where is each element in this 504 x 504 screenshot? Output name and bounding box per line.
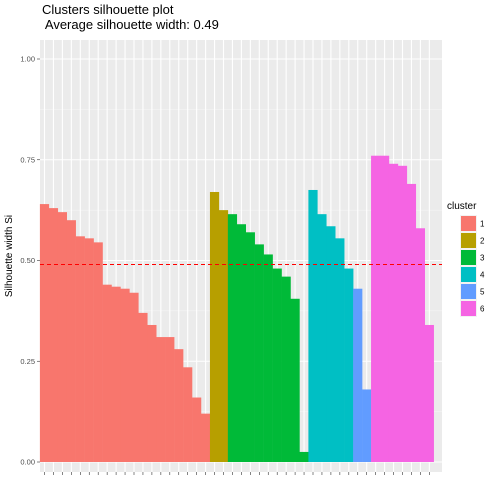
y-tick-label: 0.50 <box>20 256 35 265</box>
bar-cluster-3 <box>237 224 246 462</box>
legend-label-1: 1 <box>480 220 485 229</box>
bar-cluster-1 <box>103 285 112 462</box>
legend-label-2: 2 <box>480 237 485 246</box>
bar-cluster-6 <box>416 228 425 462</box>
bar-cluster-4 <box>308 190 317 462</box>
legend-label-5: 5 <box>480 288 485 297</box>
bar-cluster-1 <box>58 212 67 462</box>
legend-swatch-5 <box>461 284 476 299</box>
bar-cluster-3 <box>291 299 300 462</box>
bar-cluster-1 <box>112 287 121 462</box>
bar-cluster-1 <box>147 325 156 462</box>
bar-cluster-3 <box>255 244 264 462</box>
bar-cluster-1 <box>156 337 165 462</box>
bar-cluster-6 <box>407 184 416 462</box>
bar-cluster-3 <box>299 452 308 462</box>
bar-cluster-1 <box>192 398 201 462</box>
bar-cluster-1 <box>67 220 76 462</box>
legend-swatch-6 <box>461 301 476 316</box>
bar-cluster-4 <box>317 214 326 462</box>
bar-cluster-4 <box>326 226 335 462</box>
bar-cluster-6 <box>380 156 389 462</box>
legend-title: cluster <box>447 201 477 212</box>
legend-label-6: 6 <box>480 305 485 314</box>
bar-cluster-1 <box>120 289 129 462</box>
bar-cluster-3 <box>264 254 273 462</box>
legend-label-4: 4 <box>480 271 485 280</box>
bar-cluster-1 <box>183 367 192 462</box>
chart-title: Clusters silhouette plot <box>42 2 174 17</box>
bar-cluster-6 <box>371 156 380 462</box>
bar-cluster-6 <box>425 325 434 462</box>
chart-subtitle: Average silhouette width: 0.49 <box>42 17 219 32</box>
bar-cluster-1 <box>94 242 103 462</box>
bar-cluster-1 <box>40 204 49 462</box>
y-tick-label: 0.00 <box>20 458 35 467</box>
y-tick-label: 0.75 <box>20 155 35 164</box>
bar-cluster-5 <box>353 289 362 462</box>
bar-cluster-1 <box>201 414 210 462</box>
bar-cluster-1 <box>165 337 174 462</box>
bar-cluster-3 <box>273 269 282 462</box>
legend-swatch-3 <box>461 250 476 265</box>
y-tick-label: 0.25 <box>20 357 35 366</box>
legend-swatch-4 <box>461 267 476 282</box>
y-tick-label: 1.00 <box>20 55 35 64</box>
bar-cluster-3 <box>246 232 255 462</box>
bar-cluster-2 <box>219 210 228 462</box>
y-axis-title: Silhouette width Si <box>4 215 15 297</box>
bar-cluster-1 <box>85 238 94 462</box>
legend-swatch-1 <box>461 216 476 231</box>
bar-cluster-1 <box>49 208 58 462</box>
bar-cluster-1 <box>76 236 85 462</box>
bar-cluster-1 <box>129 293 138 462</box>
bar-cluster-3 <box>228 214 237 462</box>
legend-swatch-2 <box>461 233 476 248</box>
bar-cluster-5 <box>362 389 371 462</box>
bar-cluster-4 <box>335 238 344 462</box>
bar-cluster-3 <box>282 277 291 462</box>
bar-cluster-6 <box>389 164 398 462</box>
bar-cluster-4 <box>344 269 353 462</box>
legend-label-3: 3 <box>480 254 485 263</box>
bar-cluster-1 <box>138 313 147 462</box>
bar-cluster-6 <box>398 166 407 462</box>
bar-cluster-1 <box>174 349 183 462</box>
bar-cluster-2 <box>210 192 219 462</box>
